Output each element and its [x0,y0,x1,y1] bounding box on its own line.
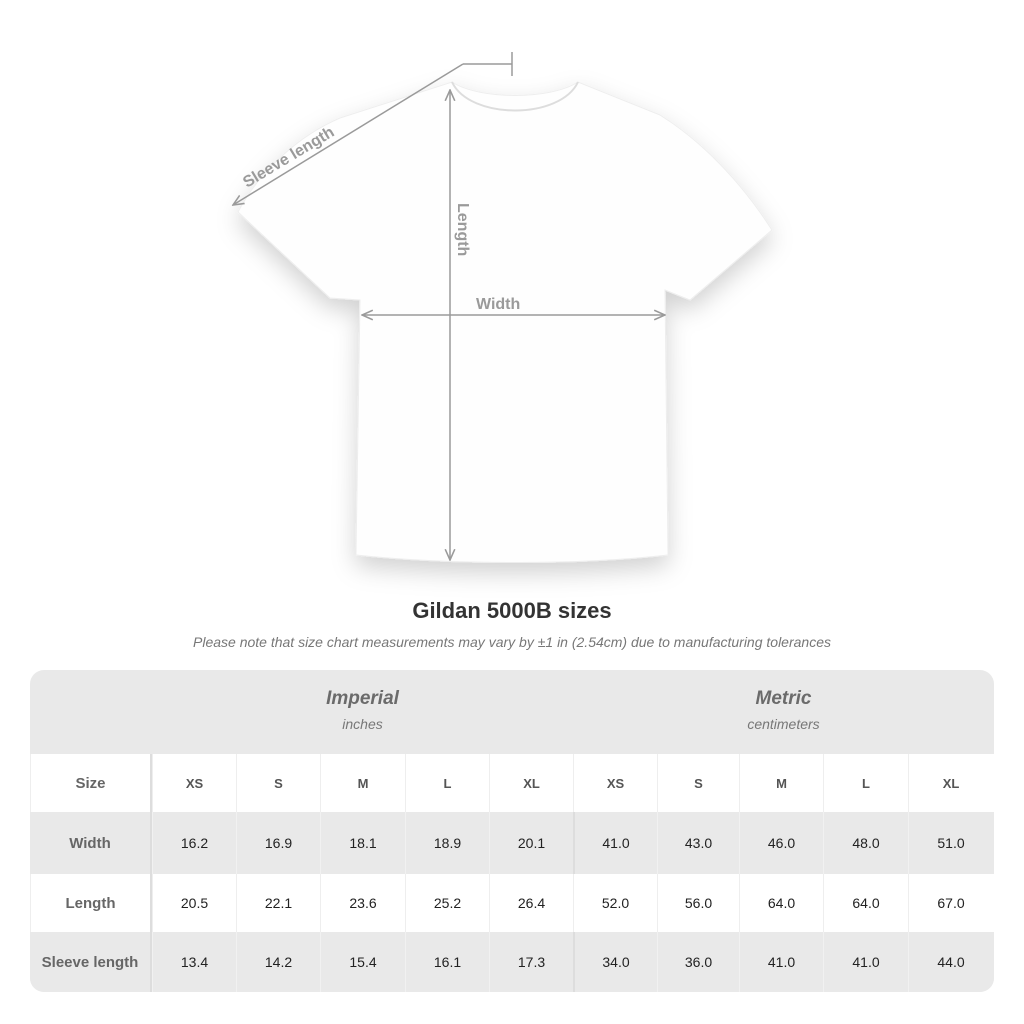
page-title: Gildan 5000B sizes [412,598,612,623]
table-cell: 17.3 [489,932,573,992]
metric-header: Metric centimeters [573,670,994,754]
table-cell: 16.2 [152,812,236,874]
size-header-xs: XS [573,754,657,812]
tshirt-diagram: Sleeve length Length Width [0,52,773,563]
table-cell: 16.1 [405,932,489,992]
metric-unit: centimeters [747,716,820,732]
table-row: Sleeve length 13.4 14.2 15.4 16.1 17.3 34.0 36.… [30,932,994,992]
size-header-m: M [320,754,405,812]
imperial-label: Imperial [326,688,399,709]
table-cell: 34.0 [573,932,657,992]
length-label: Length [454,203,471,256]
table-cell: 52.0 [573,874,657,932]
table-cell: 67.0 [908,874,993,932]
imperial-header: Imperial inches [152,670,573,754]
size-header-xl: XL [908,754,993,812]
table-row: Width 16.2 16.9 18.1 18.9 20.1 41.0 43.0 46.0 48.… [30,812,994,874]
table-cell: 15.4 [320,932,405,992]
table-cell: 46.0 [739,812,823,874]
size-header-m: M [739,754,823,812]
row-label: Length [30,874,152,932]
size-header-l: L [405,754,489,812]
table-cell: 51.0 [908,812,993,874]
table-cell: 13.4 [152,932,236,992]
table-cell: 25.2 [405,874,489,932]
table-cell: 20.1 [489,812,573,874]
imperial-unit: inches [342,716,383,732]
table-cell: 48.0 [823,812,908,874]
table-cell: 23.6 [320,874,405,932]
table-cell: 36.0 [657,932,739,992]
table-cell: 20.5 [152,874,236,932]
size-header-s: S [657,754,739,812]
tolerance-note: Please note that size chart measurements… [193,634,831,650]
tshirt-shape [237,81,773,563]
table-cell: 64.0 [739,874,823,932]
width-label: Width [476,296,520,313]
table-cell: 26.4 [489,874,573,932]
table-cell: 41.0 [573,812,657,874]
metric-label: Metric [755,688,812,709]
table-cell: 16.9 [236,812,320,874]
table-cell: 64.0 [823,874,908,932]
table-cell: 56.0 [657,874,739,932]
size-header-label: Size [30,754,152,812]
size-table: Imperial inches Metric centimeters Size X… [30,670,994,992]
sleeve-length-arrow [233,63,464,205]
table-cell: 22.1 [236,874,320,932]
table-cell: 41.0 [823,932,908,992]
table-cell: 18.1 [320,812,405,874]
table-cell: 41.0 [739,932,823,992]
table-row: Length 20.5 22.1 23.6 25.2 26.4 52.0 56.0 64.0 64… [30,874,994,932]
row-label: Sleeve length [30,932,152,992]
table-cell: 18.9 [405,812,489,874]
size-header-l: L [823,754,908,812]
size-header-xs: XS [152,754,236,812]
row-label: Width [30,812,152,874]
size-header-xl: XL [489,754,573,812]
table-cell: 14.2 [236,932,320,992]
size-header-s: S [236,754,320,812]
table-cell: 43.0 [657,812,739,874]
size-row: Size XS S M L XL XS S M L XL [30,754,994,812]
table-cell: 44.0 [908,932,993,992]
